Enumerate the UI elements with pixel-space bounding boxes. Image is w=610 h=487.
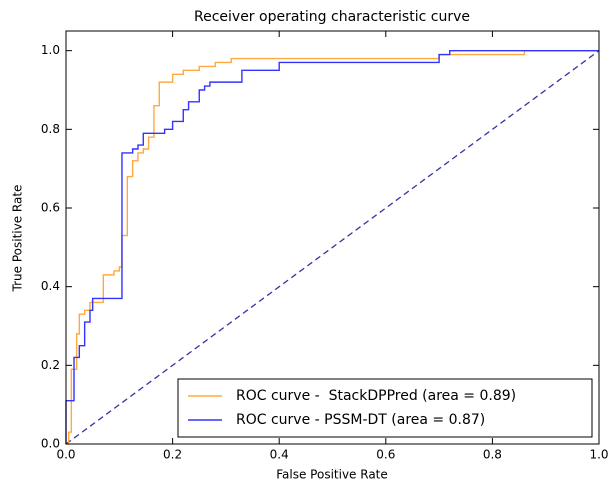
- y-tick-label: 1.0: [41, 43, 60, 57]
- roc-curve: [66, 49, 599, 445]
- plot-area: [66, 31, 599, 444]
- y-tick-label: 0.2: [41, 358, 60, 372]
- legend-box: [177, 378, 593, 438]
- x-tick-label: 0.8: [483, 448, 502, 462]
- y-axis-label: True Positive Rate: [11, 185, 25, 293]
- x-tick-label: 0.6: [376, 448, 395, 462]
- x-tick-label: 1.0: [589, 448, 608, 462]
- x-tick-label: 0.2: [163, 448, 182, 462]
- legend: ROC curve - StackDPPred (area = 0.89) ROC…: [177, 378, 593, 438]
- x-tick-label: 0.0: [56, 448, 75, 462]
- y-tick-label: 0.4: [41, 279, 60, 293]
- chart-title: Receiver operating characteristic curve: [194, 9, 470, 25]
- legend-label: ROC curve - StackDPPred (area = 0.89): [236, 388, 516, 404]
- chance-line: [65, 50, 600, 445]
- y-tick-label: 0.0: [41, 437, 60, 451]
- y-tick-label: 0.8: [41, 122, 60, 136]
- x-tick-label: 0.4: [270, 448, 289, 462]
- legend-label: ROC curve - PSSM-DT (area = 0.87): [236, 412, 485, 428]
- y-tick-label: 0.6: [41, 201, 60, 215]
- roc-curve: [65, 49, 599, 444]
- plot-frame: [65, 30, 600, 445]
- x-axis-label: False Positive Rate: [276, 468, 388, 482]
